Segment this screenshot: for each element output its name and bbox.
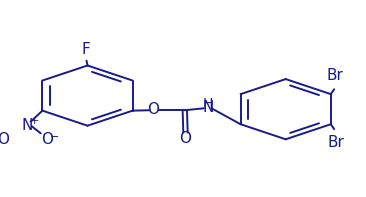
Text: F: F bbox=[82, 42, 90, 57]
Text: N: N bbox=[202, 100, 214, 115]
Text: Br: Br bbox=[326, 68, 343, 84]
Text: N: N bbox=[22, 118, 33, 133]
Text: O: O bbox=[179, 131, 191, 146]
Text: Br: Br bbox=[327, 135, 344, 150]
Text: O: O bbox=[147, 102, 160, 117]
Text: H: H bbox=[203, 97, 213, 111]
Text: O: O bbox=[41, 132, 53, 147]
Text: +: + bbox=[30, 116, 40, 126]
Text: O: O bbox=[0, 132, 10, 147]
Text: −: − bbox=[49, 132, 59, 142]
